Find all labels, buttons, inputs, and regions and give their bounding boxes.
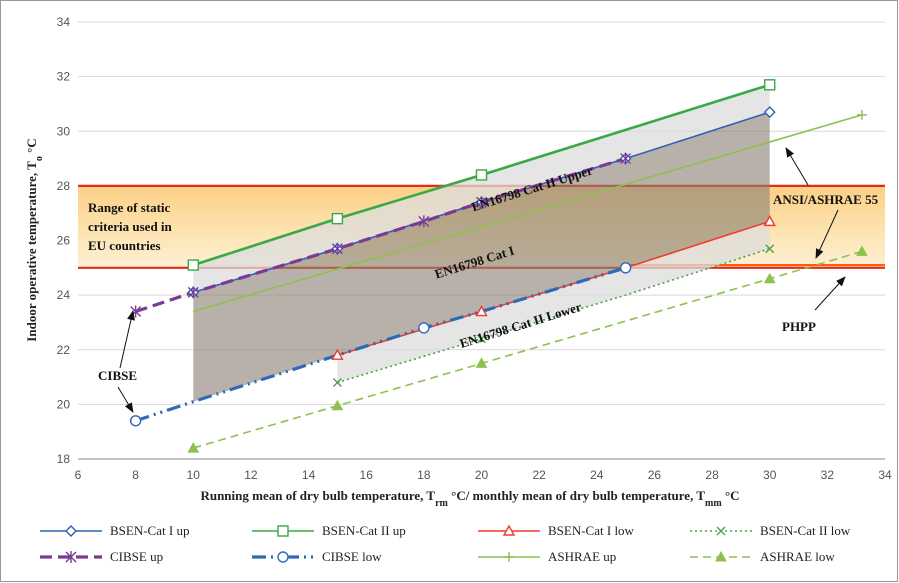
y-tick-label: 32 — [57, 70, 71, 84]
legend-label: BSEN-Cat II low — [760, 523, 851, 538]
y-tick-label: 18 — [57, 452, 71, 466]
axes: 18 20 22 24 26 28 30 32 34 6 8 10 12 14 16 18 20 22 24 26 28… — [57, 15, 892, 482]
marker-cibse-low — [619, 262, 632, 274]
y-tick-label: 34 — [57, 15, 71, 29]
marker-ashrae-up — [856, 109, 867, 120]
series-line-bsen-cat-ii-low — [337, 247, 770, 384]
x-tick-label: 12 — [244, 468, 258, 482]
legend-item-bsen-cat-ii-low: BSEN-Cat II low — [690, 523, 851, 538]
cibse-arrow-up — [119, 310, 135, 369]
y-tick-label: 22 — [57, 343, 71, 357]
legend-item-ashrae-low: ASHRAE low — [690, 549, 835, 564]
legend-label: BSEN-Cat I low — [548, 523, 635, 538]
y-tick-label: 30 — [57, 124, 71, 138]
x-tick-label: 30 — [763, 468, 777, 482]
series-line-bsen-cat-ii-up — [192, 83, 771, 267]
phpp-arrow — [814, 276, 846, 311]
y-tick-label: 26 — [57, 234, 71, 248]
legend-item-bsen-cat-i-up: BSEN-Cat I up — [40, 523, 189, 538]
marker-bsen-cat-i-low — [331, 348, 344, 360]
series-line-cibse-up — [135, 157, 627, 314]
legend-marker — [65, 525, 77, 537]
phpp-annotation: PHPP — [782, 319, 816, 334]
legend-label: ASHRAE low — [760, 549, 835, 564]
x-tick-label: 18 — [417, 468, 431, 482]
y-tick-label: 24 — [57, 288, 71, 302]
x-tick-label: 10 — [187, 468, 201, 482]
marker-ashrae-low — [856, 245, 868, 256]
legend-marker — [502, 524, 516, 536]
legend-label: CIBSE up — [110, 549, 163, 564]
cat-ii-lower-zone — [337, 221, 770, 383]
static-criteria-annotation: Range of static criteria used in EU coun… — [88, 200, 173, 253]
x-tick-label: 6 — [75, 468, 82, 482]
cibse-annotation: CIBSE — [98, 368, 137, 383]
marker-bsen-cat-ii-up — [187, 259, 199, 271]
annotation-arrows — [117, 147, 846, 413]
y-tick-label: 20 — [57, 397, 71, 411]
marker-bsen-cat-ii-up — [475, 169, 488, 181]
x-tick-label: 26 — [648, 468, 662, 482]
ashrae55-arrow-down — [815, 209, 839, 259]
series-markers — [129, 79, 868, 453]
marker-ashrae-low — [475, 357, 488, 368]
marker-cibse-low — [418, 322, 430, 334]
marker-bsen-cat-i-up — [763, 106, 776, 119]
marker-bsen-cat-i-low — [475, 305, 488, 317]
marker-bsen-cat-ii-low — [332, 378, 342, 388]
marker-cibse-up — [331, 242, 343, 255]
marker-ashrae-low — [331, 399, 344, 411]
legend-marker — [716, 526, 726, 536]
static-criteria-line-2: criteria used in — [88, 219, 173, 234]
legend-label: ASHRAE up — [548, 549, 616, 564]
marker-bsen-cat-i-low — [763, 214, 776, 227]
legend-marker — [277, 525, 289, 537]
legend-marker — [504, 552, 514, 562]
legend-item-cibse-low: CIBSE low — [252, 549, 382, 564]
x-tick-label: 20 — [475, 468, 489, 482]
x-tick-label: 8 — [132, 468, 139, 482]
legend-marker — [65, 551, 77, 563]
legend-label: CIBSE low — [322, 549, 382, 564]
legend-item-bsen-cat-i-low: BSEN-Cat I low — [478, 523, 635, 538]
legend-label: BSEN-Cat I up — [110, 523, 189, 538]
marker-cibse-up — [418, 215, 430, 228]
y-axis-title: Indoor operative temperature, To °C — [24, 138, 45, 341]
series-line-cibse-low — [135, 266, 627, 423]
marker-bsen-cat-ii-low — [765, 244, 775, 254]
cibse-arrow-down — [117, 386, 134, 413]
legend-item-cibse-up: CIBSE up — [40, 549, 163, 564]
marker-bsen-cat-ii-up — [331, 212, 344, 225]
static-criteria-line-1: Range of static — [88, 200, 171, 215]
marker-bsen-cat-ii-up — [764, 79, 776, 91]
series-line-ashrae-up — [193, 114, 863, 313]
marker-ashrae-low — [763, 272, 776, 284]
marker-cibse-up — [476, 196, 487, 209]
marker-cibse-up — [187, 286, 199, 299]
x-axis-title: Running mean of dry bulb temperature, Tr… — [200, 488, 739, 509]
legend-item-bsen-cat-ii-up: BSEN-Cat II up — [252, 523, 406, 538]
marker-cibse-low — [129, 415, 142, 427]
x-tick-label: 34 — [878, 468, 892, 482]
legend-item-ashrae-up: ASHRAE up — [478, 549, 616, 564]
ashrae55-arrow-up — [785, 147, 809, 186]
legend-marker — [277, 551, 289, 563]
legend: BSEN-Cat I up BSEN-Cat II up BSEN-Cat I lo… — [40, 523, 851, 564]
cat-ii-upper-zone — [193, 84, 770, 293]
marker-cibse-up — [620, 152, 632, 165]
x-tick-label: 28 — [705, 468, 719, 482]
x-tick-label: 32 — [821, 468, 835, 482]
y-tick-label: 28 — [57, 179, 71, 193]
x-tick-label: 22 — [532, 468, 546, 482]
x-tick-label: 24 — [590, 468, 604, 482]
legend-label: BSEN-Cat II up — [322, 523, 406, 538]
marker-ashrae-low — [187, 442, 200, 453]
x-tick-label: 14 — [302, 468, 316, 482]
marker-bsen-cat-ii-low — [477, 334, 486, 344]
ashrae55-annotation: ANSI/ASHRAE 55 — [773, 192, 879, 207]
x-tick-label: 16 — [360, 468, 374, 482]
legend-marker — [715, 550, 727, 562]
static-criteria-line-3: EU countries — [88, 238, 161, 253]
